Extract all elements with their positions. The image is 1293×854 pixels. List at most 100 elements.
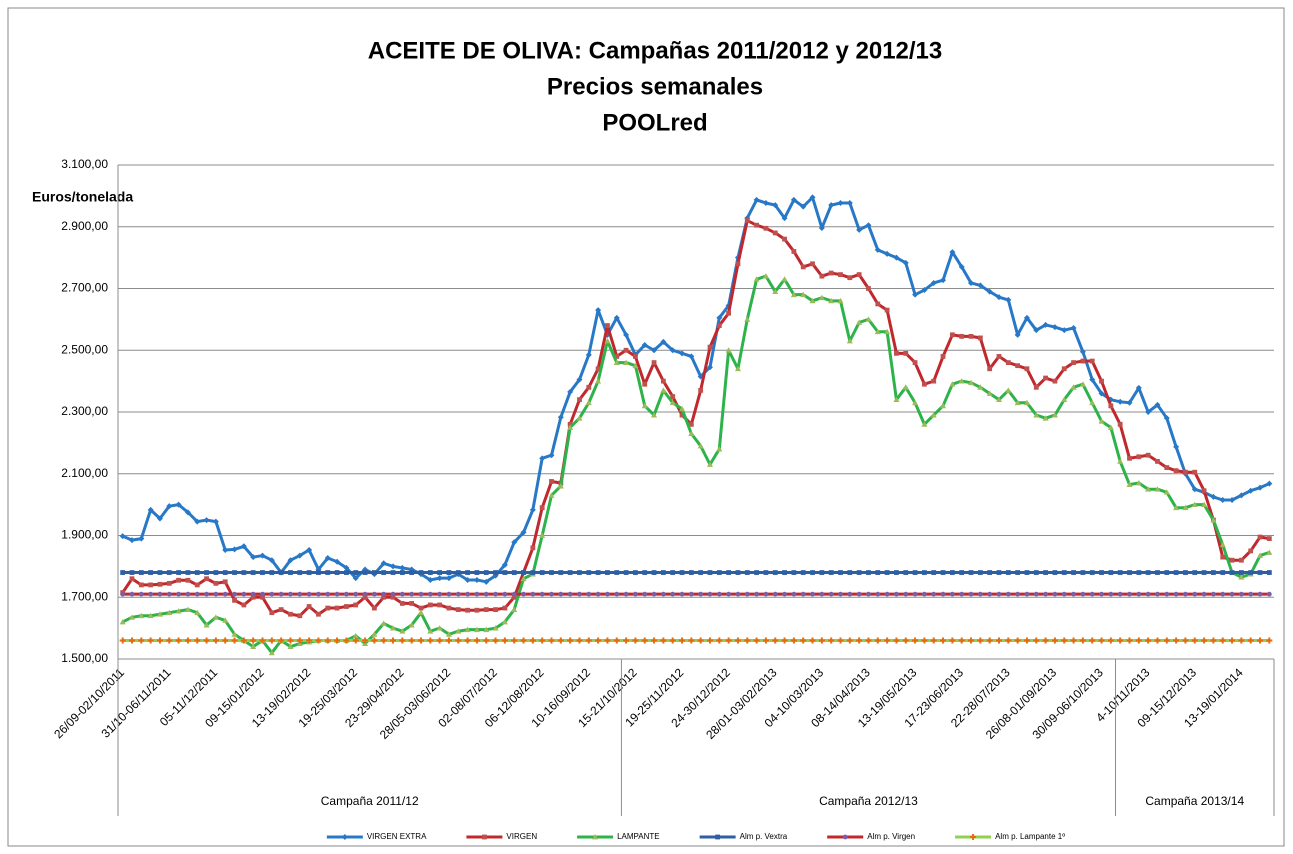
data-point <box>344 604 349 609</box>
data-point <box>1135 384 1142 391</box>
data-point <box>1071 570 1076 575</box>
data-point <box>679 350 686 357</box>
data-point <box>968 279 975 286</box>
data-point <box>996 354 1002 359</box>
data-point <box>212 518 219 525</box>
data-point <box>762 637 769 644</box>
data-point <box>166 570 172 575</box>
data-point <box>1098 418 1105 424</box>
data-point <box>1220 554 1226 560</box>
data-point <box>1061 396 1068 403</box>
data-point <box>670 394 676 399</box>
data-point <box>614 591 620 597</box>
y-tick-label: 2.300,00 <box>61 404 108 418</box>
data-point <box>875 570 881 575</box>
data-point <box>399 570 405 575</box>
data-point <box>231 631 238 637</box>
data-point <box>585 351 592 358</box>
chart-title: Precios semanales <box>547 73 763 100</box>
data-point <box>399 637 406 644</box>
data-point <box>912 399 919 406</box>
data-point <box>558 570 564 575</box>
data-point <box>166 580 172 586</box>
data-point <box>744 570 750 575</box>
data-point <box>846 637 853 644</box>
data-point <box>521 591 526 597</box>
data-point <box>176 570 181 575</box>
data-point <box>894 591 899 597</box>
legend-label: VIRGEN EXTRA <box>367 832 427 841</box>
data-point <box>557 414 564 421</box>
data-point <box>175 637 182 644</box>
data-point <box>138 637 145 644</box>
data-point <box>632 637 639 644</box>
data-point <box>324 555 331 562</box>
data-point <box>408 637 415 644</box>
data-point <box>1015 363 1021 369</box>
data-point <box>493 591 498 597</box>
data-point <box>128 537 135 544</box>
data-point <box>269 570 275 575</box>
data-point <box>241 570 247 575</box>
data-point <box>1182 504 1189 511</box>
data-point <box>838 272 843 278</box>
data-point <box>1117 458 1124 464</box>
data-point <box>1183 570 1188 575</box>
data-point <box>790 196 797 203</box>
data-point <box>437 570 443 575</box>
data-point <box>539 505 545 511</box>
data-point <box>1211 570 1216 575</box>
data-point <box>874 246 881 253</box>
data-point <box>268 557 275 564</box>
data-point <box>772 230 778 236</box>
data-point <box>698 570 704 575</box>
data-point <box>1108 403 1114 409</box>
data-point <box>725 637 732 644</box>
data-point <box>120 591 126 597</box>
data-point <box>296 637 303 644</box>
data-point <box>1201 501 1208 508</box>
data-point <box>930 412 937 418</box>
data-point <box>651 347 658 354</box>
data-point <box>1070 637 1077 644</box>
data-point <box>1145 570 1151 575</box>
data-point <box>1173 591 1179 597</box>
data-point <box>1099 591 1104 597</box>
data-point <box>903 591 909 597</box>
data-point <box>1238 591 1244 597</box>
data-point <box>530 591 536 597</box>
data-point <box>949 591 955 597</box>
group-label: Campaña 2013/14 <box>1145 794 1244 808</box>
data-point <box>344 591 349 597</box>
legend-label: Alm p. Vextra <box>740 832 788 841</box>
data-point <box>706 461 713 467</box>
data-point <box>586 591 592 597</box>
data-point <box>502 570 508 575</box>
data-point <box>390 570 396 575</box>
data-point <box>138 570 144 575</box>
data-point <box>828 297 835 304</box>
data-point <box>959 591 965 597</box>
data-point <box>1192 570 1198 575</box>
data-point <box>958 263 965 270</box>
data-point <box>726 570 732 575</box>
data-point <box>828 270 834 276</box>
data-point <box>641 637 648 644</box>
data-point <box>325 605 331 611</box>
data-point <box>1145 486 1152 492</box>
data-point <box>483 578 490 585</box>
data-point <box>818 637 825 644</box>
data-point <box>1266 480 1273 487</box>
data-point <box>417 609 424 616</box>
data-point <box>232 597 237 603</box>
data-point <box>586 384 592 390</box>
data-point <box>417 637 424 644</box>
data-point <box>604 637 611 644</box>
data-point <box>1005 570 1011 575</box>
data-point <box>1005 296 1012 303</box>
data-point <box>521 570 526 575</box>
data-point <box>194 591 200 597</box>
data-point <box>633 354 638 359</box>
data-point <box>577 591 582 597</box>
